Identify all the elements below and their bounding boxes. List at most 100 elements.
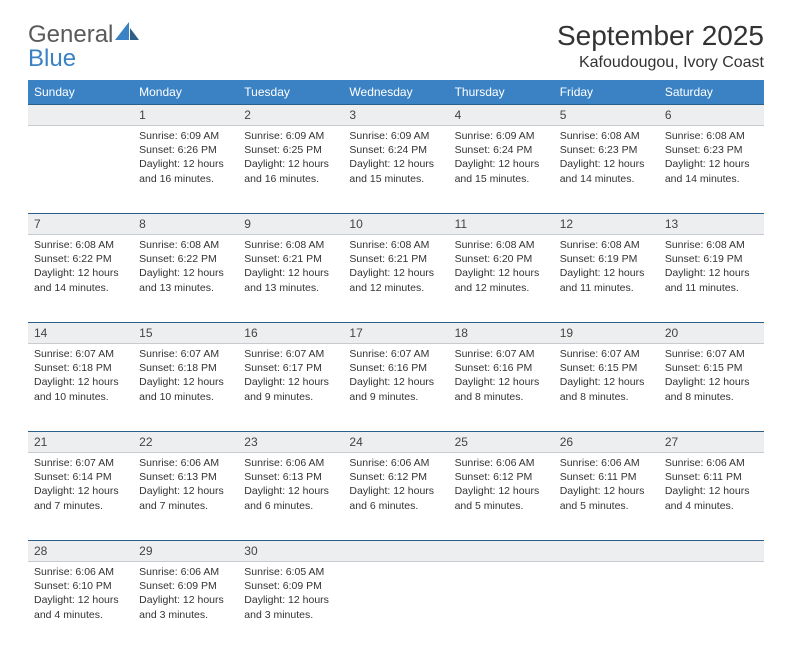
day-content: Sunrise: 6:06 AMSunset: 6:10 PMDaylight:… <box>28 562 133 628</box>
day-number-row: 78910111213 <box>28 214 764 235</box>
sunset-text: Sunset: 6:25 PM <box>244 143 337 157</box>
daylight-text: Daylight: 12 hours and 13 minutes. <box>244 266 337 294</box>
day-number-cell: 9 <box>238 214 343 235</box>
day-number-cell: 2 <box>238 105 343 126</box>
daylight-text: Daylight: 12 hours and 3 minutes. <box>244 593 337 621</box>
day-content-cell: Sunrise: 6:07 AMSunset: 6:16 PMDaylight:… <box>449 344 554 432</box>
day-number: 19 <box>554 323 659 343</box>
day-number: 11 <box>449 214 554 234</box>
brand-name-1: General <box>28 21 113 48</box>
day-content: Sunrise: 6:06 AMSunset: 6:13 PMDaylight:… <box>133 453 238 519</box>
weekday-header: Tuesday <box>238 80 343 105</box>
day-content-row: Sunrise: 6:07 AM Sunset: 6:18 PM Daylight:… <box>28 344 764 432</box>
day-number: 14 <box>28 323 133 343</box>
sunset-text: Sunset: 6:15 PM <box>560 361 653 375</box>
brand-logo: General Blue <box>28 20 139 71</box>
day-content: Sunrise: 6:08 AMSunset: 6:22 PMDaylight:… <box>133 235 238 301</box>
day-number-row: 123456 <box>28 105 764 126</box>
sunset-text: Sunset: 6:10 PM <box>34 579 127 593</box>
day-number: 8 <box>133 214 238 234</box>
day-content: Sunrise: 6:08 AMSunset: 6:21 PMDaylight:… <box>238 235 343 301</box>
day-number-row: 21222324252627 <box>28 432 764 453</box>
day-number-cell: 11 <box>449 214 554 235</box>
sunrise-text: Sunrise: 6:06 AM <box>349 456 442 470</box>
day-number-cell: 1 <box>133 105 238 126</box>
sunrise-text: Sunrise: 6:06 AM <box>455 456 548 470</box>
sunrise-text: Sunrise: 6:07 AM <box>244 347 337 361</box>
day-content-cell: Sunrise: 6:06 AMSunset: 6:12 PMDaylight:… <box>449 453 554 541</box>
day-content-row: Sunrise: 6:09 AMSunset: 6:26 PMDaylight:… <box>28 126 764 214</box>
day-content-cell: Sunrise: 6:08 AMSunset: 6:21 PMDaylight:… <box>343 235 448 323</box>
day-number-row: 14151617181920 <box>28 323 764 344</box>
sunset-text: Sunset: 6:22 PM <box>34 252 127 266</box>
sunset-text: Sunset: 6:18 PM <box>139 361 232 375</box>
sunrise-text: Sunrise: 6:08 AM <box>455 238 548 252</box>
daylight-text: Daylight: 12 hours and 13 minutes. <box>139 266 232 294</box>
day-content: Sunrise: 6:08 AMSunset: 6:20 PMDaylight:… <box>449 235 554 301</box>
daylight-text: Daylight: 12 hours and 9 minutes. <box>349 375 442 403</box>
sunset-text: Sunset: 6:21 PM <box>349 252 442 266</box>
day-number: 10 <box>343 214 448 234</box>
day-content-cell: Sunrise: 6:06 AMSunset: 6:12 PMDaylight:… <box>343 453 448 541</box>
daylight-text: Daylight: 12 hours and 12 minutes. <box>455 266 548 294</box>
sunrise-text: Sunrise: 6:06 AM <box>665 456 758 470</box>
sunset-text: Sunset: 6:24 PM <box>455 143 548 157</box>
sunrise-text: Sunrise: 6:08 AM <box>560 129 653 143</box>
day-number: 18 <box>449 323 554 343</box>
day-content: Sunrise: 6:07 AMSunset: 6:15 PMDaylight:… <box>554 344 659 410</box>
day-number: 9 <box>238 214 343 234</box>
day-content-cell: Sunrise: 6:09 AMSunset: 6:26 PMDaylight:… <box>133 126 238 214</box>
empty-cell <box>449 562 554 650</box>
title-block: September 2025 Kafoudougou, Ivory Coast <box>557 20 764 72</box>
day-number-cell: 6 <box>659 105 764 126</box>
day-number: 2 <box>238 105 343 125</box>
day-content: Sunrise: 6:07 AMSunset: 6:16 PMDaylight:… <box>449 344 554 410</box>
sunset-text: Sunset: 6:11 PM <box>560 470 653 484</box>
day-content: Sunrise: 6:06 AMSunset: 6:09 PMDaylight:… <box>133 562 238 628</box>
day-content-cell: Sunrise: 6:07 AMSunset: 6:16 PMDaylight:… <box>343 344 448 432</box>
day-number: 28 <box>28 541 133 561</box>
day-number-cell: 30 <box>238 541 343 562</box>
day-number: 7 <box>28 214 133 234</box>
day-number: 24 <box>343 432 448 452</box>
daylight-text: Daylight: 12 hours and 14 minutes. <box>665 157 758 185</box>
day-content-cell: Sunrise: 6:06 AMSunset: 6:09 PMDaylight:… <box>133 562 238 650</box>
weekday-header: Monday <box>133 80 238 105</box>
day-number-cell: 5 <box>554 105 659 126</box>
sunset-text: Sunset: 6:21 PM <box>244 252 337 266</box>
day-content-cell: Sunrise: 6:07 AMSunset: 6:14 PMDaylight:… <box>28 453 133 541</box>
day-number: 29 <box>133 541 238 561</box>
day-content: Sunrise: 6:08 AMSunset: 6:22 PMDaylight:… <box>28 235 133 301</box>
daylight-text: Daylight: 12 hours and 7 minutes. <box>139 484 232 512</box>
daylight-text: Daylight: 12 hours and 9 minutes. <box>244 375 337 403</box>
daylight-text: Daylight: 12 hours and 8 minutes. <box>455 375 548 403</box>
day-content: Sunrise: 6:08 AMSunset: 6:19 PMDaylight:… <box>554 235 659 301</box>
sunrise-text: Sunrise: 6:08 AM <box>665 129 758 143</box>
day-number: 5 <box>554 105 659 125</box>
day-number: 17 <box>343 323 448 343</box>
sunset-text: Sunset: 6:16 PM <box>455 361 548 375</box>
empty-cell <box>28 105 133 126</box>
weekday-header: Sunday <box>28 80 133 105</box>
sunrise-text: Sunrise: 6:06 AM <box>34 565 127 579</box>
calendar-header-row: SundayMondayTuesdayWednesdayThursdayFrid… <box>28 80 764 105</box>
daylight-text: Daylight: 12 hours and 11 minutes. <box>665 266 758 294</box>
day-number-cell: 13 <box>659 214 764 235</box>
brand-name-2: Blue <box>28 47 139 71</box>
daylight-text: Daylight: 12 hours and 5 minutes. <box>560 484 653 512</box>
daylight-text: Daylight: 12 hours and 16 minutes. <box>139 157 232 185</box>
daylight-text: Daylight: 12 hours and 12 minutes. <box>349 266 442 294</box>
sunrise-text: Sunrise: 6:07 AM <box>455 347 548 361</box>
day-content-cell: Sunrise: 6:07 AMSunset: 6:15 PMDaylight:… <box>554 344 659 432</box>
day-number-cell: 16 <box>238 323 343 344</box>
day-number: 6 <box>659 105 764 125</box>
sunrise-text: Sunrise: 6:07 AM <box>665 347 758 361</box>
weekday-header: Friday <box>554 80 659 105</box>
sunrise-text: Sunrise: 6:08 AM <box>244 238 337 252</box>
day-number-cell: 17 <box>343 323 448 344</box>
daylight-text: Daylight: 12 hours and 6 minutes. <box>244 484 337 512</box>
day-content: Sunrise: 6:09 AMSunset: 6:24 PMDaylight:… <box>343 126 448 192</box>
day-content-cell: Sunrise: 6:05 AMSunset: 6:09 PMDaylight:… <box>238 562 343 650</box>
day-content: Sunrise: 6:07 AMSunset: 6:18 PMDaylight:… <box>28 344 133 410</box>
sunrise-text: Sunrise: 6:06 AM <box>139 565 232 579</box>
